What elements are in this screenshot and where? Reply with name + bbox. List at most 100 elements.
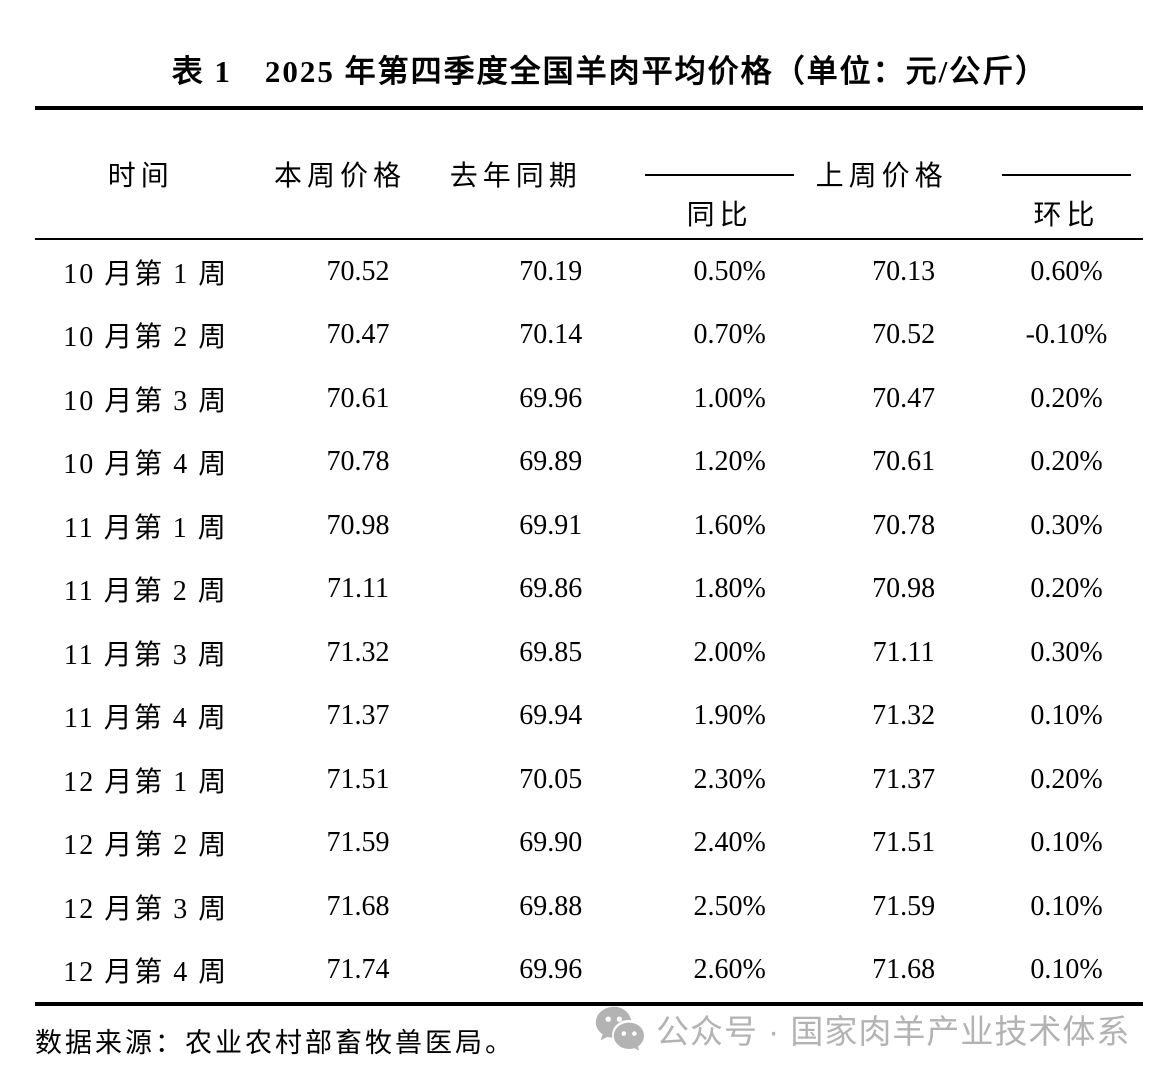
table-cell: 70.98 <box>326 509 390 541</box>
column-header-wow: 环比 <box>990 110 1143 238</box>
table-row: 10 月第 1 周 70.52 70.19 0.50% 70.13 0.60% <box>35 240 1143 304</box>
table-cell: 2.00% <box>693 636 766 668</box>
yoy-spanner-line <box>645 174 795 176</box>
column-header-yoy: 同比 <box>632 110 807 238</box>
table-cell: 1.60% <box>693 509 766 541</box>
table-body: 10 月第 1 周 70.52 70.19 0.50% 70.13 0.60% 10 月第 … <box>35 240 1143 1002</box>
price-table: 时间 本周价格 去年同期 同比 上周价格 环比 10 月第 1 周 70.52 70… <box>35 106 1143 1006</box>
table-caption: 表 1 2025 年第四季度全国羊肉平均价格（单位：元/公斤） <box>171 54 1049 89</box>
table-cell: 1.20% <box>693 446 766 478</box>
table-cell: 70.19 <box>519 255 583 287</box>
table-cell: 69.86 <box>519 573 583 605</box>
table-cell: 71.32 <box>326 636 390 668</box>
table-cell: 11 月第 3 周 <box>63 639 228 671</box>
table-cell: 70.14 <box>519 319 583 351</box>
table-cell: 69.88 <box>519 890 583 922</box>
table-cell: 0.10% <box>1030 890 1103 922</box>
table-cell: 11 月第 1 周 <box>63 512 228 544</box>
table-cell: 10 月第 2 周 <box>63 322 229 354</box>
table-row: 11 月第 1 周 70.98 69.91 1.60% 70.78 0.30% <box>35 494 1143 558</box>
table-row: 12 月第 1 周 71.51 70.05 2.30% 71.37 0.20% <box>35 748 1143 812</box>
table-cell: 0.20% <box>1030 573 1103 605</box>
table-cell: 71.51 <box>872 827 936 859</box>
table-cell: 69.89 <box>519 446 583 478</box>
table-row: 11 月第 4 周 71.37 69.94 1.90% 71.32 0.10% <box>35 685 1143 749</box>
column-header-last-year-same-period: 去年同期 <box>449 161 582 192</box>
table-cell: 0.20% <box>1030 382 1103 414</box>
table-cell: 2.50% <box>693 890 766 922</box>
table-cell: 69.91 <box>519 509 583 541</box>
table-row: 12 月第 3 周 71.68 69.88 2.50% 71.59 0.10% <box>35 875 1143 939</box>
table-cell: 70.47 <box>872 382 936 414</box>
table-row: 12 月第 4 周 71.74 69.96 2.60% 71.68 0.10% <box>35 939 1143 1003</box>
table-cell: 12 月第 3 周 <box>63 893 229 925</box>
column-header-this-week-price: 本周价格 <box>273 161 406 192</box>
table-cell: 69.96 <box>519 382 583 414</box>
table-cell: 70.52 <box>872 319 936 351</box>
table-cell: 10 月第 4 周 <box>63 449 229 481</box>
table-cell: 0.70% <box>693 319 766 351</box>
table-cell: 0.10% <box>1030 827 1103 859</box>
table-cell: 70.47 <box>326 319 390 351</box>
table-cell: 71.11 <box>326 573 389 605</box>
table-cell: 70.52 <box>326 255 390 287</box>
table-cell: 70.61 <box>872 446 936 478</box>
column-header-yoy-label: 同比 <box>686 200 753 231</box>
wow-spanner-line <box>1001 174 1132 176</box>
table-cell: 69.94 <box>519 700 583 732</box>
table-cell: 12 月第 4 周 <box>63 957 229 989</box>
table-cell: 70.05 <box>519 763 583 795</box>
table-cell: 0.20% <box>1030 763 1103 795</box>
table-cell: -0.10% <box>1025 319 1108 351</box>
table-cell: 11 月第 4 周 <box>63 703 228 735</box>
table-cell: 12 月第 2 周 <box>63 830 229 862</box>
table-cell: 1.80% <box>693 573 766 605</box>
table-bottom-rule <box>35 1002 1143 1006</box>
table-row: 11 月第 2 周 71.11 69.86 1.80% 70.98 0.20% <box>35 558 1143 622</box>
table-cell: 71.32 <box>872 700 936 732</box>
table-cell: 12 月第 1 周 <box>63 766 229 798</box>
table-cell: 70.61 <box>326 382 390 414</box>
table-row: 10 月第 4 周 70.78 69.89 1.20% 70.61 0.20% <box>35 431 1143 495</box>
table-cell: 71.59 <box>326 827 390 859</box>
table-cell: 71.68 <box>872 954 936 986</box>
table-cell: 71.74 <box>326 954 390 986</box>
table-cell: 71.37 <box>326 700 390 732</box>
table-row: 10 月第 3 周 70.61 69.96 1.00% 70.47 0.20% <box>35 367 1143 431</box>
column-header-time: 时间 <box>107 161 174 192</box>
table-header-row: 时间 本周价格 去年同期 同比 上周价格 环比 <box>35 110 1143 238</box>
table-cell: 0.60% <box>1030 255 1103 287</box>
table-cell: 71.68 <box>326 890 390 922</box>
table-cell: 71.59 <box>872 890 936 922</box>
table-cell: 11 月第 2 周 <box>63 576 228 608</box>
table-cell: 70.78 <box>872 509 936 541</box>
table-cell: 0.10% <box>1030 700 1103 732</box>
table-cell: 2.40% <box>693 827 766 859</box>
wechat-icon <box>595 1006 646 1052</box>
table-cell: 0.10% <box>1030 954 1103 986</box>
table-cell: 69.96 <box>519 954 583 986</box>
table-cell: 71.51 <box>326 763 390 795</box>
table-cell: 0.30% <box>1030 509 1103 541</box>
table-cell: 10 月第 1 周 <box>63 258 229 290</box>
table-cell: 10 月第 3 周 <box>63 385 229 417</box>
column-header-last-week-price: 上周价格 <box>815 161 948 192</box>
table-cell: 70.98 <box>872 573 936 605</box>
table-cell: 71.11 <box>872 636 935 668</box>
table-cell: 69.85 <box>519 636 583 668</box>
table-cell: 1.00% <box>693 382 766 414</box>
table-cell: 1.90% <box>693 700 766 732</box>
watermark-label: 公众号 · 国家肉羊产业技术体系 <box>656 1013 1131 1050</box>
table-cell: 70.13 <box>872 255 936 287</box>
table-cell: 71.37 <box>872 763 936 795</box>
table-cell: 2.30% <box>693 763 766 795</box>
table-row: 10 月第 2 周 70.47 70.14 0.70% 70.52 -0.10% <box>35 304 1143 368</box>
table-cell: 0.50% <box>693 255 766 287</box>
data-source-note: 数据来源：农业农村部畜牧兽医局。 <box>35 1028 515 1058</box>
column-header-wow-label: 环比 <box>1033 200 1100 231</box>
watermark: 公众号 · 国家肉羊产业技术体系 <box>595 1004 1130 1054</box>
table-row: 11 月第 3 周 71.32 69.85 2.00% 71.11 0.30% <box>35 621 1143 685</box>
table-cell: 0.20% <box>1030 446 1103 478</box>
table-header-rule <box>35 238 1143 240</box>
table-cell: 69.90 <box>519 827 583 859</box>
